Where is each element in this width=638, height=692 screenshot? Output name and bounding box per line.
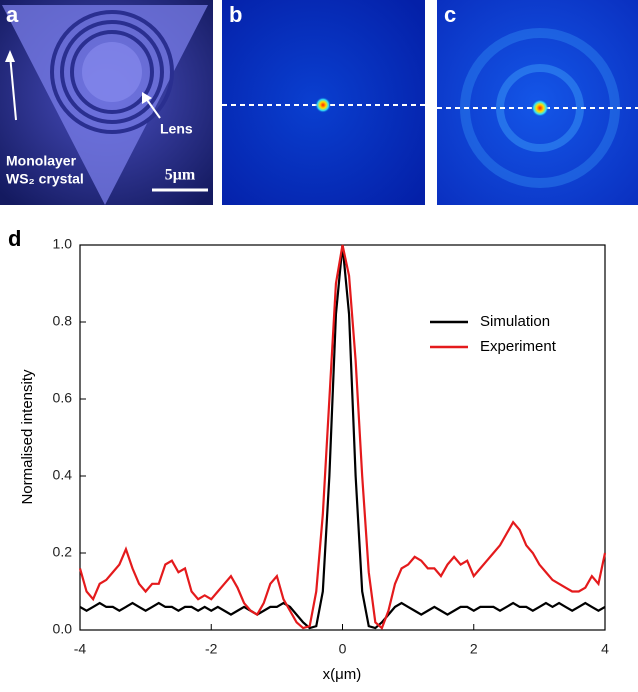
y-tick-label: 0.6	[53, 390, 73, 406]
arrow-head	[142, 92, 152, 104]
panel-label: c	[444, 2, 456, 27]
y-tick-label: 0.4	[53, 467, 73, 483]
x-tick-label: 4	[601, 641, 609, 657]
panel-label: a	[6, 2, 19, 27]
annotation: WS₂ crystal	[6, 171, 84, 187]
panel-b: b	[222, 0, 425, 205]
ring	[60, 20, 164, 124]
focal-spot	[531, 99, 549, 117]
y-tick-label: 0.0	[53, 621, 73, 637]
annotation: Lens	[160, 121, 193, 137]
y-axis-title: Normalised intensity	[19, 369, 36, 505]
panel-label: d	[8, 226, 21, 251]
legend-label: Simulation	[480, 313, 550, 330]
y-tick-label: 0.2	[53, 544, 73, 560]
panel-label: b	[229, 2, 242, 27]
legend-label: Experiment	[480, 338, 557, 355]
arrow-head	[5, 50, 15, 62]
x-tick-label: 0	[339, 641, 347, 657]
x-tick-label: 2	[470, 641, 478, 657]
y-tick-label: 0.8	[53, 313, 73, 329]
panel-a: a Lens Monolayer WS₂ crystal 5μm	[0, 0, 213, 205]
lens	[82, 42, 142, 102]
y-tick-label: 1.0	[53, 236, 73, 252]
x-axis-title: x(μm)	[323, 666, 362, 683]
plot-frame	[79, 244, 606, 631]
focal-spot	[315, 97, 331, 113]
annotation: Monolayer	[6, 153, 77, 169]
panel-c: c	[437, 0, 638, 205]
series-line	[78, 244, 607, 630]
scale-bar-label: 5μm	[165, 167, 196, 184]
arrow	[9, 54, 17, 121]
x-tick-label: -2	[205, 641, 218, 657]
x-tick-label: -4	[74, 641, 87, 657]
ring	[50, 10, 174, 134]
line-chart: d Normalised intensity x(μm) 0.0 0.2 0.4 0.…	[8, 226, 609, 683]
series-line	[79, 244, 606, 630]
ring	[70, 30, 154, 114]
